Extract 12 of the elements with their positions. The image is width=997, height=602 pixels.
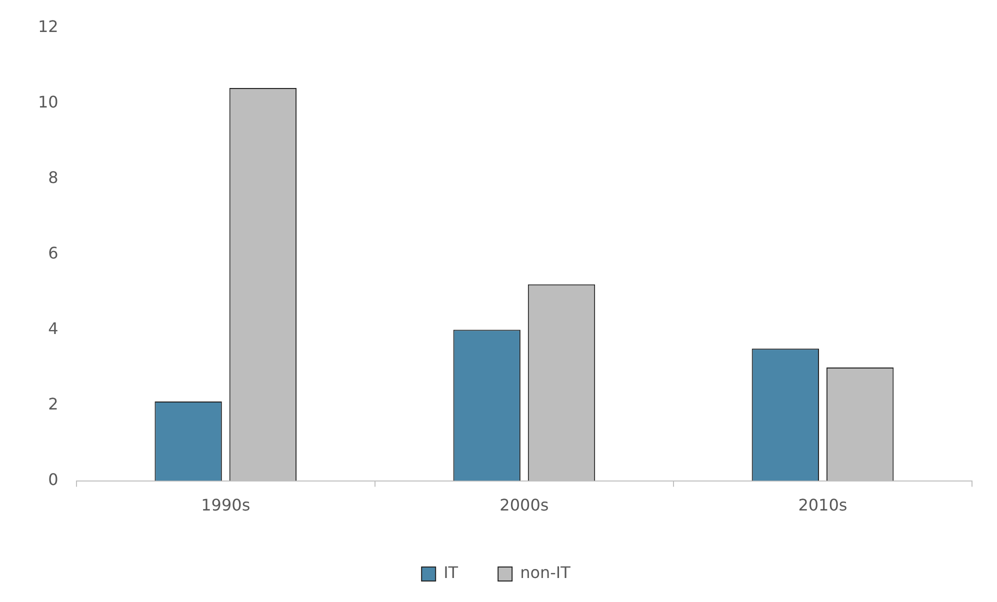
y-tick-label: 12 — [38, 16, 58, 36]
y-tick-label: 0 — [48, 470, 58, 489]
legend-label: IT — [444, 563, 458, 582]
x-tick-label: 2000s — [500, 496, 549, 515]
legend-label: non-IT — [520, 563, 571, 582]
y-tick-label: 8 — [48, 168, 58, 187]
x-tick-label: 2010s — [798, 496, 848, 515]
y-tick-label: 10 — [38, 92, 58, 112]
y-tick-label: 4 — [48, 318, 58, 338]
y-tick-label: 6 — [48, 243, 58, 262]
y-tick-label: 2 — [48, 394, 58, 414]
x-tick-label: 1990s — [201, 496, 250, 515]
